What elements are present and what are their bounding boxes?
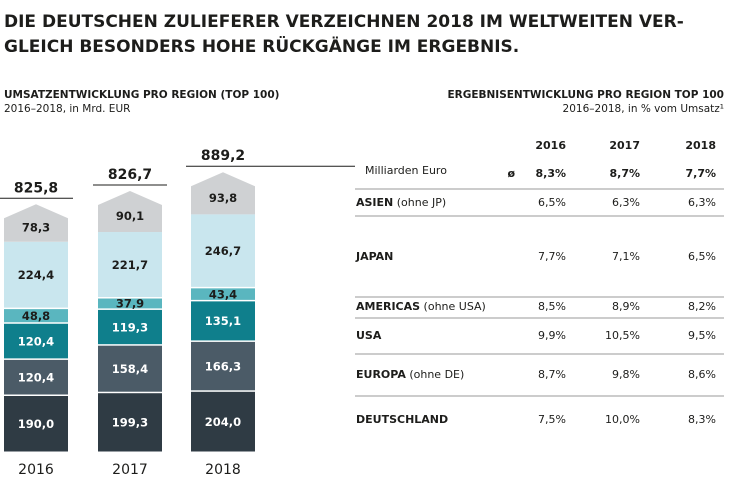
cell-value: 9,9% (538, 329, 566, 342)
bar-segment (191, 301, 255, 341)
row-name: DEUTSCHLAND (356, 413, 448, 426)
row-label: JAPAN (355, 250, 393, 263)
row-label: EUROPA (ohne DE) (356, 368, 464, 381)
bar-segment (191, 288, 255, 300)
bar-segment (98, 309, 162, 345)
segment-label: 199,3 (112, 416, 148, 430)
segment-label: 43,4 (209, 287, 237, 301)
cell-value: 10,0% (605, 413, 640, 426)
bar-segment (191, 341, 255, 391)
cell-value: 6,5% (688, 250, 716, 263)
avg-value: 8,7% (609, 167, 640, 180)
cell-value: 8,3% (688, 413, 716, 426)
segment-label: 221,7 (112, 258, 148, 272)
row-label: AMERICAS (ohne USA) (356, 300, 486, 313)
row-name: USA (356, 329, 382, 342)
cell-value: 8,7% (538, 368, 566, 381)
bar-segment (98, 190, 162, 233)
cell-value: 7,5% (538, 413, 566, 426)
bar-segment (98, 298, 162, 309)
segment-label: 246,7 (205, 244, 241, 258)
title-line: DIE DEUTSCHEN ZULIEFERER VERZEICHNEN 201… (4, 12, 684, 32)
bar-segment (4, 359, 68, 395)
segment-label: 78,3 (22, 221, 50, 235)
cell-value: 6,3% (688, 196, 716, 209)
bar-segment (191, 172, 255, 215)
chart-subtitle: 2016–2018, in Mrd. EUR (4, 103, 130, 115)
avg-value: 7,7% (685, 167, 716, 180)
cell-value: 10,5% (605, 329, 640, 342)
x-tick-label: 2017 (112, 462, 148, 478)
bar-segment (4, 204, 68, 242)
total-label: 826,7 (108, 167, 152, 183)
row-label: USA (356, 329, 382, 342)
bar-segment (98, 232, 162, 298)
bar-segment (98, 345, 162, 392)
title-line: GLEICH BESONDERS HOHE RÜCKGÄNGE IM ERGEB… (4, 35, 519, 57)
avg-label: ø (507, 167, 515, 180)
cell-value: 7,7% (538, 250, 566, 263)
segment-label: 119,3 (112, 320, 148, 334)
segment-label: 224,4 (18, 268, 54, 282)
segment-label: 166,3 (205, 359, 241, 373)
chart-title: UMSATZENTWICKLUNG PRO REGION (TOP 100) (4, 89, 279, 101)
cell-value: 7,1% (612, 250, 640, 263)
column-header: 2016 (535, 139, 566, 152)
segment-label: 37,9 (116, 297, 144, 311)
column-header: 2017 (609, 139, 640, 152)
segment-label: 120,4 (18, 334, 54, 348)
segment-label: 120,4 (18, 370, 54, 384)
segment-label: 90,1 (116, 209, 144, 223)
bar-segment (191, 391, 255, 452)
total-label: 889,2 (201, 148, 245, 164)
cell-value: 8,9% (612, 300, 640, 313)
segment-label: 135,1 (205, 314, 241, 328)
x-tick-label: 2016 (18, 462, 54, 478)
row-note: (ohne USA) (420, 300, 486, 313)
row-label: ASIEN (ohne JP) (356, 196, 446, 209)
column-header: 2018 (685, 139, 716, 152)
bar-segment (98, 393, 162, 452)
segment-label: 190,0 (18, 417, 54, 431)
cell-value: 9,5% (688, 329, 716, 342)
avg-value: 8,3% (535, 167, 566, 180)
cell-value: 8,2% (688, 300, 716, 313)
cell-value: 8,6% (688, 368, 716, 381)
segment-label: 93,8 (209, 191, 237, 205)
cell-value: 8,5% (538, 300, 566, 313)
table-title: ERGEBNISENTWICKLUNG PRO REGION TOP 100 (447, 89, 724, 101)
row-label: DEUTSCHLAND (356, 413, 448, 426)
bar-segment (4, 241, 68, 308)
row-note: (ohne DE) (406, 368, 464, 381)
cell-value: 9,8% (612, 368, 640, 381)
bar-segment (4, 309, 68, 323)
table-subtitle: 2016–2018, in % vom Umsatz¹ (563, 103, 724, 115)
total-label: 825,8 (14, 180, 58, 196)
x-tick-label: 2018 (205, 462, 241, 478)
cell-value: 6,3% (612, 196, 640, 209)
row-name: EUROPA (356, 368, 406, 381)
row-name: JAPAN (355, 250, 393, 263)
bar-segment (4, 323, 68, 359)
row-name: ASIEN (356, 196, 393, 209)
segment-label: 48,8 (22, 309, 50, 323)
bar-segment (191, 214, 255, 287)
segment-label: 204,0 (205, 415, 241, 429)
unit-label: Milliarden Euro (365, 164, 447, 177)
row-name: AMERICAS (356, 300, 420, 313)
segment-label: 158,4 (112, 362, 148, 376)
cell-value: 6,5% (538, 196, 566, 209)
bar-segment (4, 396, 68, 452)
row-note: (ohne JP) (393, 196, 446, 209)
